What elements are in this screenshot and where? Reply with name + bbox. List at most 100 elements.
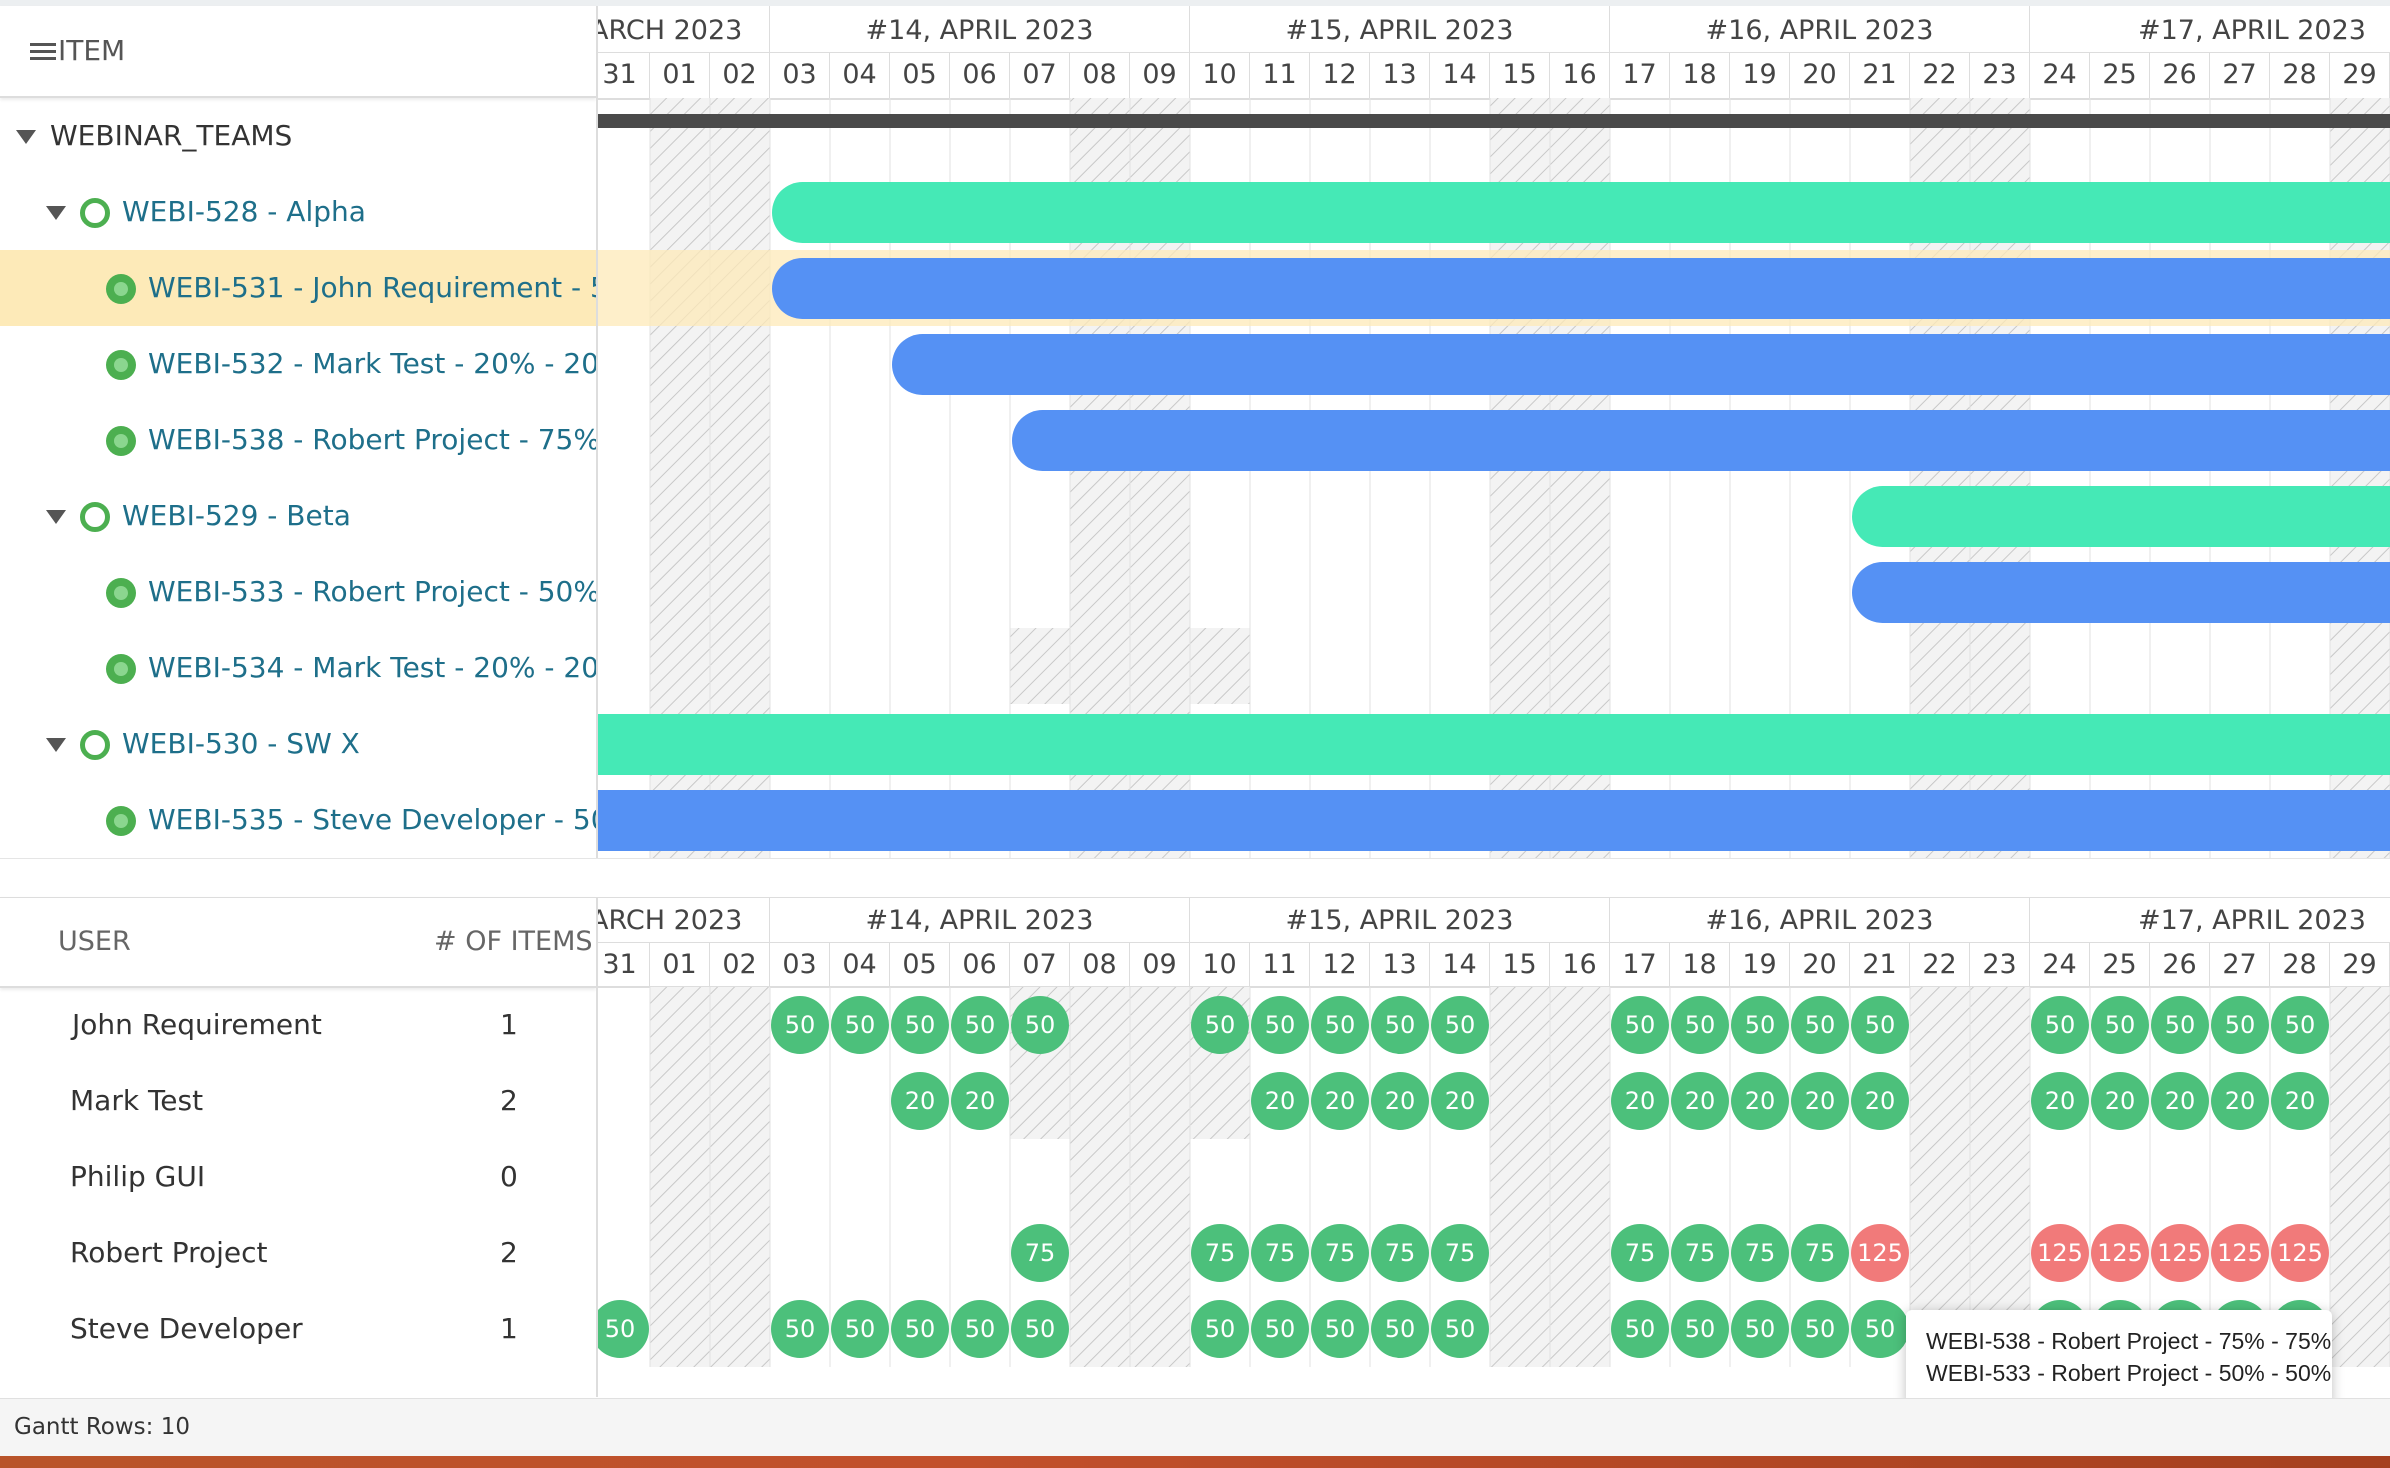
- tree-task[interactable]: WEBI-535 - Steve Developer - 50% - 50%: [106, 782, 596, 858]
- load-circle[interactable]: 20: [1311, 1072, 1369, 1130]
- load-circle[interactable]: 50: [831, 1300, 889, 1358]
- load-circle[interactable]: 50: [1251, 996, 1309, 1054]
- load-circle[interactable]: 50: [1311, 1300, 1369, 1358]
- tree-task[interactable]: WEBI-533 - Robert Project - 50% - 50%: [106, 554, 596, 630]
- items-count-header[interactable]: # OF ITEMS: [434, 926, 593, 957]
- item-column-header[interactable]: ITEM: [0, 6, 596, 98]
- load-circle[interactable]: 20: [1731, 1072, 1789, 1130]
- load-circle[interactable]: 50: [1791, 996, 1849, 1054]
- load-circle[interactable]: 20: [2091, 1072, 2149, 1130]
- tree-group[interactable]: WEBI-528 - Alpha: [46, 174, 596, 250]
- load-circle[interactable]: 50: [2271, 996, 2329, 1054]
- group-bar[interactable]: [598, 714, 2390, 775]
- day-header: 14: [1430, 942, 1490, 986]
- load-circle[interactable]: 75: [1371, 1224, 1429, 1282]
- user-header[interactable]: USER: [58, 926, 131, 957]
- load-circle[interactable]: 50: [891, 996, 949, 1054]
- load-circle[interactable]: 50: [771, 1300, 829, 1358]
- load-circle[interactable]: 50: [831, 996, 889, 1054]
- load-circle[interactable]: 75: [1311, 1224, 1369, 1282]
- panel-separator[interactable]: [0, 858, 2390, 899]
- collapse-icon[interactable]: [46, 510, 66, 524]
- load-circle[interactable]: 20: [1431, 1072, 1489, 1130]
- load-circle[interactable]: 75: [1011, 1224, 1069, 1282]
- tree-root[interactable]: WEBINAR_TEAMS: [16, 98, 596, 174]
- load-circle[interactable]: 50: [1191, 996, 1249, 1054]
- load-circle[interactable]: 50: [1431, 1300, 1489, 1358]
- load-circle[interactable]: 20: [2211, 1072, 2269, 1130]
- load-circle[interactable]: 20: [951, 1072, 1009, 1130]
- load-circle[interactable]: 20: [1251, 1072, 1309, 1130]
- load-circle[interactable]: 50: [771, 996, 829, 1054]
- load-circle[interactable]: 125: [2211, 1224, 2269, 1282]
- load-circle[interactable]: 75: [1731, 1224, 1789, 1282]
- group-bar[interactable]: [772, 182, 2390, 243]
- tree-task[interactable]: WEBI-532 - Mark Test - 20% - 20%: [106, 326, 596, 402]
- load-circle[interactable]: 50: [1671, 1300, 1729, 1358]
- resource-divider[interactable]: [596, 897, 598, 1397]
- tree-task[interactable]: WEBI-538 - Robert Project - 75% - 75%: [106, 402, 596, 478]
- load-circle[interactable]: 50: [951, 996, 1009, 1054]
- load-circle[interactable]: 50: [1371, 1300, 1429, 1358]
- load-circle[interactable]: 50: [1671, 996, 1729, 1054]
- load-circle[interactable]: 75: [1191, 1224, 1249, 1282]
- collapse-icon[interactable]: [46, 738, 66, 752]
- load-circle[interactable]: 20: [891, 1072, 949, 1130]
- load-circle[interactable]: 50: [1611, 996, 1669, 1054]
- load-circle[interactable]: 125: [2151, 1224, 2209, 1282]
- load-circle[interactable]: 75: [1791, 1224, 1849, 1282]
- load-circle[interactable]: 50: [1251, 1300, 1309, 1358]
- load-circle[interactable]: 125: [2271, 1224, 2329, 1282]
- load-circle[interactable]: 20: [1371, 1072, 1429, 1130]
- load-circle[interactable]: 50: [2091, 996, 2149, 1054]
- load-circle[interactable]: 50: [2211, 996, 2269, 1054]
- root-summary-bar[interactable]: [598, 114, 2390, 128]
- task-bar[interactable]: [892, 334, 2390, 395]
- load-circle[interactable]: 50: [1311, 996, 1369, 1054]
- task-bar[interactable]: [1012, 410, 2390, 471]
- collapse-icon[interactable]: [46, 206, 66, 220]
- load-circle[interactable]: 75: [1251, 1224, 1309, 1282]
- group-bar[interactable]: [1852, 486, 2390, 547]
- load-circle[interactable]: 125: [1851, 1224, 1909, 1282]
- tree-group[interactable]: WEBI-530 - SW X: [46, 706, 596, 782]
- load-circle[interactable]: 20: [2151, 1072, 2209, 1130]
- load-circle[interactable]: 20: [1671, 1072, 1729, 1130]
- panel-divider[interactable]: [596, 6, 598, 858]
- load-circle[interactable]: 50: [2151, 996, 2209, 1054]
- load-circle[interactable]: 125: [2031, 1224, 2089, 1282]
- load-circle[interactable]: 20: [2271, 1072, 2329, 1130]
- task-bar[interactable]: [598, 790, 2390, 851]
- load-circle[interactable]: 50: [1851, 1300, 1909, 1358]
- weekend-hatch: [710, 987, 770, 1367]
- load-circle[interactable]: 50: [891, 1300, 949, 1358]
- load-circle[interactable]: 50: [1731, 1300, 1789, 1358]
- load-circle[interactable]: 50: [1371, 996, 1429, 1054]
- hamburger-icon[interactable]: [30, 43, 56, 61]
- load-circle[interactable]: 75: [1611, 1224, 1669, 1282]
- load-circle[interactable]: 20: [1851, 1072, 1909, 1130]
- load-circle[interactable]: 50: [1731, 996, 1789, 1054]
- task-bar[interactable]: [772, 258, 2390, 319]
- load-circle[interactable]: 50: [2031, 996, 2089, 1054]
- load-circle[interactable]: 125: [2091, 1224, 2149, 1282]
- load-circle[interactable]: 20: [1791, 1072, 1849, 1130]
- load-circle[interactable]: 50: [1431, 996, 1489, 1054]
- tree-task[interactable]: WEBI-534 - Mark Test - 20% - 20%: [106, 630, 596, 706]
- tree-group[interactable]: WEBI-529 - Beta: [46, 478, 596, 554]
- load-circle[interactable]: 50: [951, 1300, 1009, 1358]
- load-circle[interactable]: 20: [2031, 1072, 2089, 1130]
- load-circle[interactable]: 75: [1431, 1224, 1489, 1282]
- load-circle[interactable]: 50: [1611, 1300, 1669, 1358]
- task-bar[interactable]: [1852, 562, 2390, 623]
- load-circle[interactable]: 50: [1791, 1300, 1849, 1358]
- load-circle[interactable]: 50: [598, 1300, 649, 1358]
- tree-task[interactable]: WEBI-531 - John Requirement - 50% - 50%: [106, 250, 596, 326]
- load-circle[interactable]: 50: [1191, 1300, 1249, 1358]
- load-circle[interactable]: 50: [1011, 1300, 1069, 1358]
- load-circle[interactable]: 75: [1671, 1224, 1729, 1282]
- load-circle[interactable]: 50: [1011, 996, 1069, 1054]
- load-circle[interactable]: 50: [1851, 996, 1909, 1054]
- load-circle[interactable]: 20: [1611, 1072, 1669, 1130]
- collapse-icon[interactable]: [16, 130, 36, 144]
